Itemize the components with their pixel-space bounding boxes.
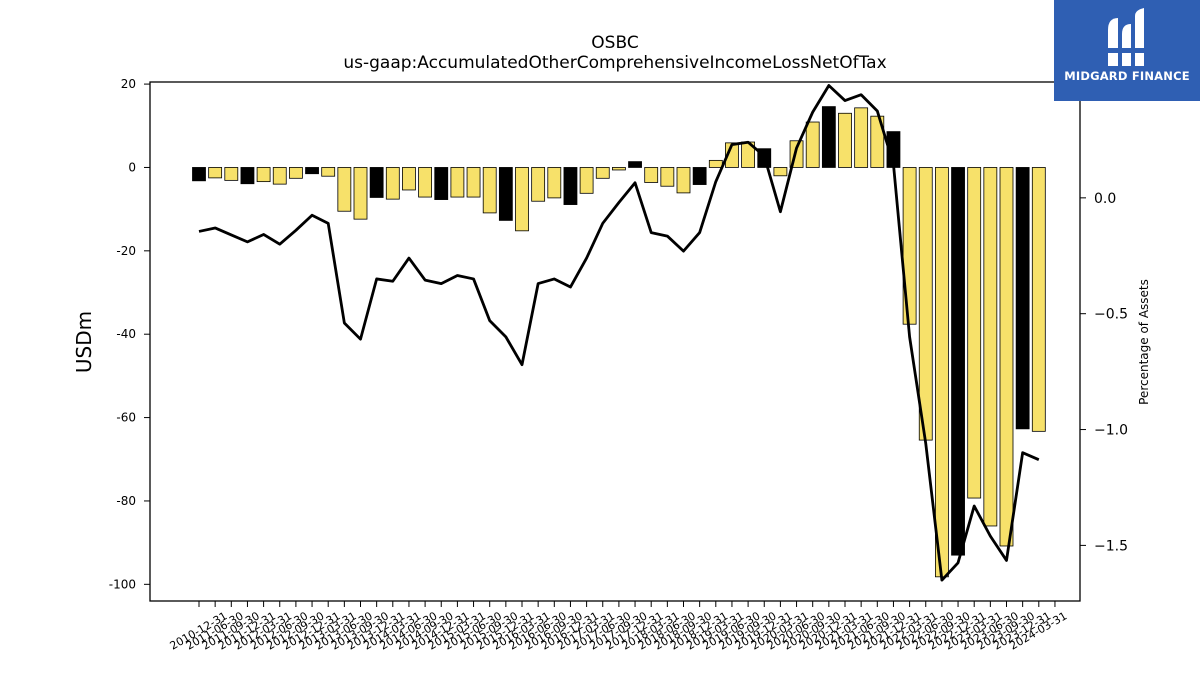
bar [967,167,982,499]
bar [240,167,255,185]
bar [579,167,594,194]
bar [595,167,610,179]
bar [531,167,546,202]
bar [402,167,416,191]
y2-tick-label: 0.0 [1094,191,1116,207]
line-series [198,84,1040,582]
bar [482,167,497,214]
bar [708,159,723,168]
bar [369,167,384,198]
bar [676,167,691,194]
bar [288,167,303,179]
bar [612,167,626,171]
bar [418,167,433,198]
logo-text: MIDGARD FINANCE [1064,69,1190,83]
plot-frame [149,81,1081,602]
y2-tick-label: −1.0 [1094,423,1128,439]
bar [337,167,352,212]
bar [305,167,319,175]
y-tick-label: 20 [121,77,136,91]
bar [951,167,965,556]
bar [466,167,481,198]
y2-axis-label: Percentage of Assets [1137,279,1151,405]
bar [256,167,271,183]
y-tick-label: 0 [128,160,136,174]
bar [563,167,578,205]
bar [353,167,368,220]
y-tick-label: -20 [116,244,136,258]
bar [1031,167,1046,432]
bar [692,167,707,185]
bar [628,161,642,168]
y-tick-label: -60 [116,411,136,425]
bar [870,115,885,168]
right-y-axis: 0.50.0−0.5−1.0−1.5 [1080,75,1128,554]
midgard-logo-icon [1106,8,1146,66]
bar [660,167,675,187]
midgard-finance-logo: MIDGARD FINANCE [1054,0,1200,101]
bar [805,121,820,168]
y-tick-label: -100 [109,577,136,591]
bar [935,167,949,578]
y2-tick-label: −0.5 [1094,307,1128,323]
bar [321,167,336,177]
bar-series [192,106,1046,578]
bar [1015,167,1030,430]
bar [515,167,529,232]
bar [547,167,562,199]
bar [773,167,788,177]
bar [272,167,287,185]
bar [918,167,933,441]
bar [644,167,659,183]
y2-tick-label: −1.5 [1094,538,1128,554]
bar [208,167,223,179]
chart-subtitle: us-gaap:AccumulatedOtherComprehensiveInc… [343,53,886,73]
bar [434,167,449,200]
bar [854,107,869,168]
percentage-of-assets-line [198,84,1040,582]
left-y-axis: 20 0 -20 -40 -60 -80 -100 [109,77,150,591]
bar [192,167,206,182]
x-axis: 2010-12-312011-06-302011-09-302011-12-31… [168,601,1069,653]
y-axis-label: USDm [72,311,96,373]
bar [224,167,239,181]
chart-title: OSBC [591,33,638,53]
y-tick-label: -80 [116,494,136,508]
bar [450,167,465,198]
bar [821,106,836,168]
bar [838,112,852,168]
bar [999,167,1014,547]
bar [983,167,998,527]
y-tick-label: -40 [116,327,136,341]
bar [385,167,400,200]
bar [498,167,513,221]
